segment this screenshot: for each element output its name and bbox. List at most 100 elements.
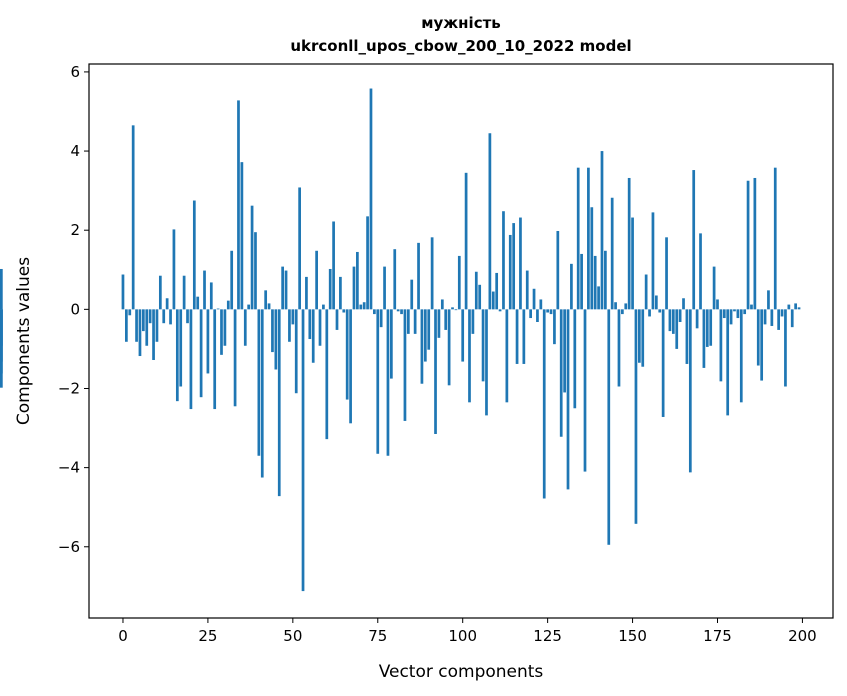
bar-12 <box>162 309 166 324</box>
bar-118 <box>522 309 526 364</box>
bar-129 <box>559 309 563 437</box>
bar-2 <box>128 309 132 316</box>
bar-167 <box>688 309 692 473</box>
bar-82 <box>400 309 403 315</box>
bar-97 <box>451 307 454 310</box>
bar-62 <box>332 221 335 310</box>
y-tick-label: 0 <box>70 300 80 318</box>
bar-24 <box>203 270 206 310</box>
bar-64 <box>339 276 342 310</box>
bar-162 <box>671 309 675 334</box>
bar-144 <box>610 197 614 310</box>
bar-16 <box>175 309 179 402</box>
y-axis-label: Components values <box>14 257 34 425</box>
bar-128 <box>556 230 560 310</box>
bar-41 <box>260 309 264 478</box>
bar-100 <box>461 309 465 362</box>
bar-59 <box>322 304 325 310</box>
bar-163 <box>675 309 679 349</box>
bar-92 <box>434 309 437 434</box>
bar-89 <box>423 309 427 362</box>
bar-175 <box>716 299 719 310</box>
bar-178 <box>726 309 730 416</box>
bar-26 <box>209 282 213 310</box>
bar-undefined <box>0 268 3 310</box>
bar-43 <box>267 303 271 310</box>
bar-78 <box>386 309 390 456</box>
bar-123 <box>539 299 543 310</box>
bar-90 <box>427 309 431 350</box>
bar-47 <box>281 266 284 310</box>
bar-84 <box>406 309 410 334</box>
bar-189 <box>763 309 767 325</box>
y-tick-label: −2 <box>58 379 80 397</box>
bar-198 <box>794 303 797 310</box>
bar-50 <box>291 309 295 325</box>
bar-196 <box>787 304 791 310</box>
bar-114 <box>508 234 512 310</box>
bar-35 <box>240 162 244 310</box>
bar-8 <box>148 309 152 324</box>
bar-48 <box>284 270 288 310</box>
bar-197 <box>790 309 794 328</box>
bar-25 <box>206 309 210 374</box>
bar-153 <box>641 309 645 367</box>
bar-54 <box>305 276 308 310</box>
bar-49 <box>288 309 291 342</box>
bar-46 <box>277 309 281 497</box>
bar-51 <box>294 309 298 394</box>
bar-29 <box>220 309 223 355</box>
bar-186 <box>753 177 757 310</box>
x-tick-label: 125 <box>533 627 562 645</box>
bar-188 <box>760 309 764 381</box>
bar-161 <box>668 309 672 332</box>
bar-9 <box>152 309 155 360</box>
bar-58 <box>318 309 322 346</box>
y-tick-label: 6 <box>70 63 80 81</box>
bar-11 <box>158 275 162 310</box>
bar-191 <box>770 309 774 326</box>
bar-27 <box>213 309 217 410</box>
bar-79 <box>390 309 393 379</box>
bar-20 <box>189 309 193 410</box>
bar-170 <box>699 233 702 310</box>
bar-113 <box>505 309 509 403</box>
bar-130 <box>563 309 566 393</box>
bar-3 <box>131 125 135 310</box>
bar-85 <box>410 279 414 310</box>
bar-102 <box>468 309 471 403</box>
chart-title: мужність <box>421 14 501 32</box>
bar-4 <box>135 309 138 342</box>
bar-55 <box>308 309 312 340</box>
bar-1 <box>125 309 128 342</box>
bar-76 <box>379 309 383 328</box>
bar-166 <box>685 309 689 364</box>
bar-69 <box>356 251 359 310</box>
bar-120 <box>529 309 532 319</box>
bar-66 <box>345 309 349 400</box>
bar-5 <box>138 309 142 357</box>
bar-164 <box>678 309 682 322</box>
bar-173 <box>709 309 713 346</box>
bar-180 <box>733 309 736 312</box>
bar-13 <box>165 298 169 310</box>
bar-36 <box>243 309 247 346</box>
bar-70 <box>359 304 363 310</box>
bar-74 <box>373 309 376 315</box>
chart-subtitle: ukrconll_upos_cbow_200_10_2022 model <box>290 37 631 55</box>
bar-112 <box>502 211 505 310</box>
y-axis-ticks: −6 −4 −2 0 2 4 6 <box>58 63 89 556</box>
bar-176 <box>719 309 723 382</box>
bar-71 <box>362 302 366 310</box>
bar-121 <box>532 288 536 310</box>
bar-192 <box>773 167 777 310</box>
bar-199 <box>797 307 801 310</box>
bar-126 <box>549 309 553 315</box>
bar-139 <box>593 255 597 310</box>
bar-53 <box>301 309 305 592</box>
bar-108 <box>488 133 492 310</box>
bar-171 <box>702 309 706 368</box>
bar-52 <box>298 187 301 310</box>
bar-96 <box>447 309 451 386</box>
bar-56 <box>311 309 315 363</box>
